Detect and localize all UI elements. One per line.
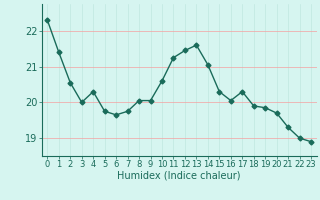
X-axis label: Humidex (Indice chaleur): Humidex (Indice chaleur) bbox=[117, 171, 241, 181]
